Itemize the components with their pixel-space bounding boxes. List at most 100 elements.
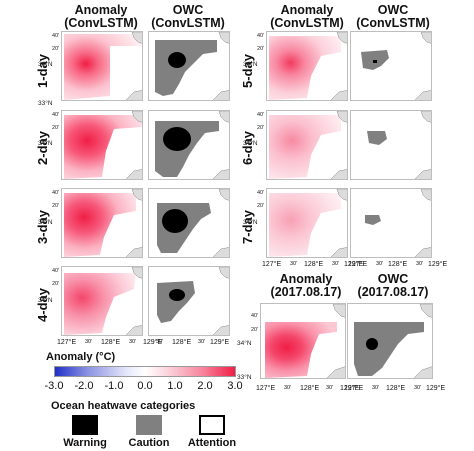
obs-anomaly-title: Anomaly: [279, 272, 333, 286]
lon-tick: 128°E: [101, 339, 121, 346]
lon-tick: 129°E: [210, 339, 230, 346]
row-label-4-day: 4-day: [35, 288, 50, 322]
caution-swatch: [136, 415, 162, 435]
lon-tick: 128°E: [300, 385, 320, 392]
colorbar-title: Anomaly (°C): [46, 351, 116, 363]
owc-header-sub: (ConvLSTM): [151, 16, 225, 30]
anomaly-map-graphic: [265, 304, 345, 378]
lon-tick: 30': [290, 261, 298, 267]
lat-tick-33n: 33°N: [38, 100, 53, 107]
lat-tick-33n: 33°N: [237, 374, 252, 381]
lat-tick-20: 20': [257, 203, 265, 209]
lon-tick: 30': [414, 385, 422, 391]
anomaly-map-5-day: [266, 31, 348, 101]
lon-tick: 128°E: [304, 261, 324, 268]
obs-owc-header: OWC (2017.08.17): [343, 273, 443, 299]
colorbar-tick: 1.0: [167, 380, 183, 392]
warning-swatch: [72, 415, 98, 435]
lon-tick: 129°E: [340, 385, 360, 392]
colorbar: [54, 366, 236, 377]
lat-tick-40: 40': [257, 33, 265, 39]
lat-tick-20: 20': [52, 281, 60, 287]
owc-header-title: OWC: [377, 3, 409, 17]
lon-tick: 127°E: [57, 339, 77, 346]
lat-tick-40: 40': [257, 112, 265, 118]
obs-owc-title: OWC: [377, 272, 409, 286]
owc-map-2-day: [148, 110, 230, 180]
row-label-6-day: 6-day: [240, 131, 255, 165]
anomaly-map-graphic: [64, 267, 142, 335]
lat-tick-20: 20': [52, 46, 60, 52]
lat-tick-20: 20': [257, 46, 265, 52]
lon-tick: 30': [156, 339, 164, 345]
row-label-2-day: 2-day: [35, 131, 50, 165]
owc-map-graphic: [361, 32, 431, 100]
anomaly-map-graphic: [64, 189, 142, 257]
owc-map-1-day: [148, 31, 230, 101]
lon-tick: 128°E: [386, 385, 406, 392]
colorbar-tick: 2.0: [197, 380, 213, 392]
anomaly-map-observed: [260, 303, 346, 379]
anomaly-map-2-day: [61, 110, 143, 180]
lon-tick: 30': [129, 339, 137, 345]
lon-tick: 127°E: [262, 261, 282, 268]
owc-map-7-day: [350, 188, 432, 258]
obs-anomaly-header: Anomaly (2017.08.17): [256, 273, 356, 299]
owc-map-graphic: [157, 267, 229, 335]
anomaly-header-left: Anomaly (ConvLSTM): [58, 4, 144, 30]
anomaly-header-title: Anomaly: [74, 3, 128, 17]
lat-tick-20: 20': [251, 327, 259, 333]
lon-tick: 129°E: [143, 339, 163, 346]
lat-tick-34n: 34°N: [38, 297, 53, 304]
owc-map-graphic: [365, 189, 431, 257]
owc-map-graphic: [354, 304, 432, 378]
anomaly-map-6-day: [266, 110, 348, 180]
obs-owc-sub: (2017.08.17): [357, 285, 429, 299]
owc-header-sub: (ConvLSTM): [356, 16, 430, 30]
lat-tick-40: 40': [251, 313, 259, 319]
warning-label: Warning: [63, 437, 107, 449]
row-label-5-day: 5-day: [240, 54, 255, 88]
lon-tick: 127°E: [344, 385, 364, 392]
lat-tick-40: 40': [257, 190, 265, 196]
categories-title: Ocean heatwave categories: [51, 400, 196, 412]
lat-tick-20: 20': [52, 203, 60, 209]
colorbar-tick: -1.0: [104, 380, 124, 392]
anomaly-map-graphic: [64, 111, 142, 179]
lon-tick: 30': [416, 261, 424, 267]
lon-tick: 129°E: [344, 261, 364, 268]
anomaly-map-3-day: [61, 188, 143, 258]
lat-tick-34n: 34°N: [243, 219, 258, 226]
lon-tick: 127°E: [348, 261, 368, 268]
obs-anomaly-sub: (2017.08.17): [270, 285, 342, 299]
colorbar-ticks: -3.0 -2.0 -1.0 0.0 1.0 2.0 3.0: [0, 380, 260, 394]
owc-header-left: OWC (ConvLSTM): [145, 4, 231, 30]
lat-tick-20: 20': [257, 125, 265, 131]
lon-tick: 30': [372, 385, 380, 391]
anomaly-header-title: Anomaly: [280, 3, 334, 17]
owc-map-graphic: [155, 32, 229, 100]
row-label-7-day: 7-day: [240, 210, 255, 244]
anomaly-header-sub: (ConvLSTM): [64, 16, 138, 30]
colorbar-tick: -2.0: [74, 380, 94, 392]
lon-tick: 128°E: [388, 261, 408, 268]
owc-map-5-day: [350, 31, 432, 101]
colorbar-tick: 0.0: [137, 380, 153, 392]
attention-swatch: [199, 415, 225, 435]
anomaly-map-graphic: [64, 32, 142, 100]
lat-tick-34n: 34°N: [237, 340, 252, 347]
caution-label: Caution: [128, 437, 170, 449]
colorbar-tick: -3.0: [44, 380, 64, 392]
owc-map-6-day: [350, 110, 432, 180]
row-label-3-day: 3-day: [35, 210, 50, 244]
lon-tick: 30': [198, 339, 206, 345]
lon-tick: 30': [326, 385, 334, 391]
owc-header-right: OWC (ConvLSTM): [350, 4, 436, 30]
lat-tick-40: 40': [52, 33, 60, 39]
colorbar-tick: 3.0: [227, 380, 243, 392]
lat-tick-34n: 34°N: [38, 219, 53, 226]
lon-tick: 30': [376, 261, 384, 267]
lat-tick-34n: 34°N: [243, 61, 258, 68]
lon-tick: 30': [85, 339, 93, 345]
row-label-1-day: 1-day: [35, 54, 50, 88]
